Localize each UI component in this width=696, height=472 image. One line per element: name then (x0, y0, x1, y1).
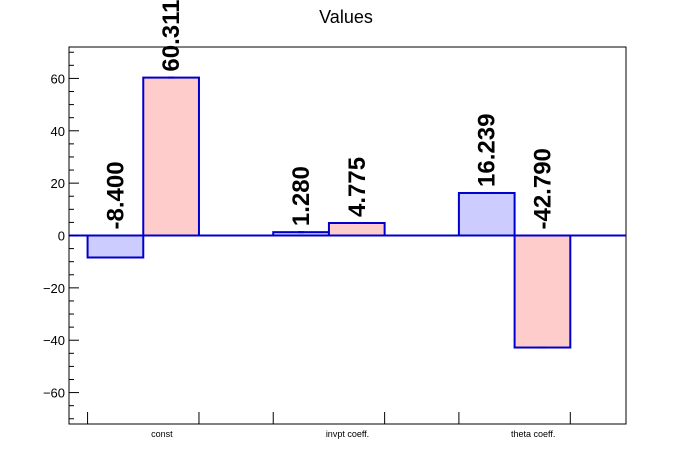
data-label-1-3: 16.239 (474, 114, 501, 187)
axes-layer (69, 51, 626, 424)
y-tick-label-5: 20 (51, 176, 65, 191)
y-tick-label-7: 60 (51, 71, 65, 86)
bar-1-1 (86, 234, 145, 259)
data-label-1-1: -8.400 (102, 161, 129, 229)
data-label-2-2: 4.775 (344, 157, 371, 217)
x-tick-label-1: const (151, 429, 173, 439)
x-tick-label-2: invpt coeff. (326, 429, 369, 439)
bar-2-1 (142, 76, 200, 237)
y-tick-label-1: −60 (43, 386, 65, 401)
y-tick-label-6: 40 (51, 124, 65, 139)
data-label-2-1: 60.311 (158, 0, 185, 72)
labels-layer: -8.400 60.311 const 1.280 4.775 invpt coeff. 1… (43, 0, 557, 439)
y-tick-label-3: −20 (43, 281, 65, 296)
data-label-1-2: 1.280 (288, 166, 315, 226)
bar-1-3 (457, 191, 516, 237)
chart-title: Values (319, 7, 373, 27)
data-label-2-3: -42.790 (529, 148, 556, 229)
bar-2-3 (513, 234, 572, 349)
y-tick-label-4: 0 (58, 229, 65, 244)
bar-2-2 (327, 221, 386, 237)
x-tick-label-3: theta coeff. (511, 429, 555, 439)
y-tick-label-2: −40 (43, 333, 65, 348)
